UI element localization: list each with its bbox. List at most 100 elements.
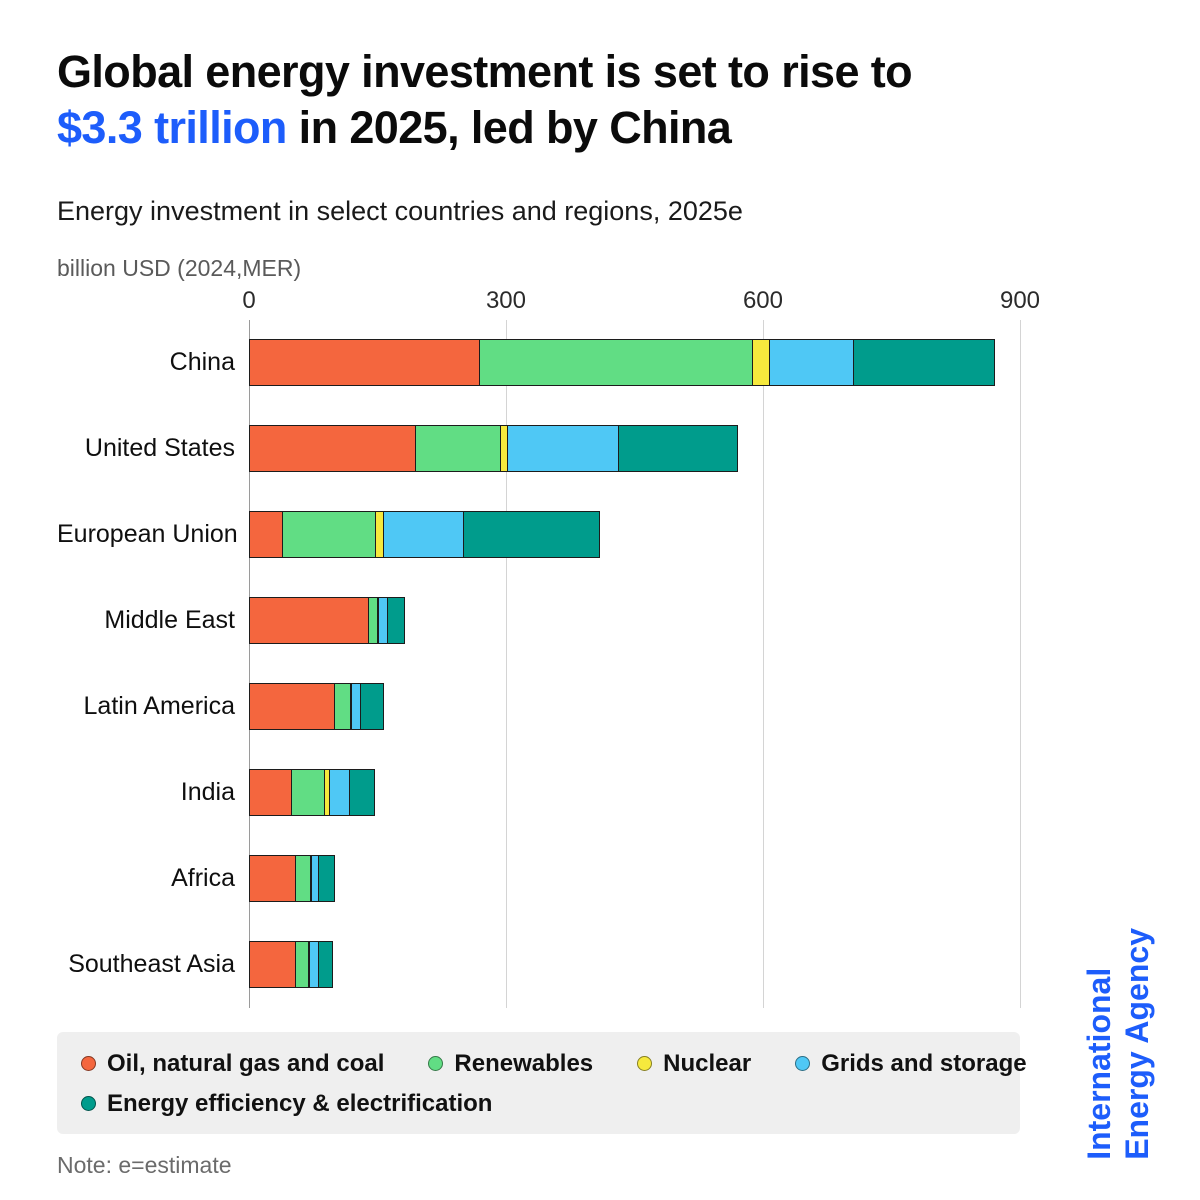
bar-segment — [290, 769, 326, 817]
legend-marker — [795, 1056, 811, 1072]
legend-label: Nuclear — [663, 1049, 752, 1077]
legend-item: Renewables — [428, 1050, 593, 1078]
category-label: India — [180, 778, 235, 807]
bar-area — [249, 597, 1020, 645]
stacked-bar — [249, 769, 1020, 817]
y-axis-line — [249, 319, 250, 1008]
x-tick-label: 300 — [485, 286, 527, 314]
bar-area — [249, 425, 1020, 473]
legend-label: Grids and storage — [821, 1049, 1027, 1077]
legend-row-2: Energy efficiency & electrification — [81, 1090, 996, 1118]
legend-row-1: Oil, natural gas and coal Renewables Nucle… — [81, 1050, 1027, 1078]
stacked-bar — [249, 683, 1020, 731]
branding-line1: International — [1080, 967, 1117, 1160]
legend-item: Nuclear — [637, 1050, 751, 1078]
chart-row: Southeast Asia — [57, 922, 1020, 1008]
category-label: Southeast Asia — [68, 950, 235, 979]
legend-label: Oil, natural gas and coal — [107, 1049, 385, 1077]
gridline — [505, 319, 507, 1008]
category-label: Middle East — [104, 606, 235, 635]
chart-row: Middle East — [57, 578, 1020, 664]
iea-logo-text: International Energy Agency — [1081, 928, 1157, 1160]
bar-area — [249, 511, 1020, 559]
branding-line2: Energy Agency — [1118, 928, 1155, 1160]
bar-segment — [295, 941, 309, 989]
title-line1: Global energy investment is set to rise … — [57, 46, 913, 97]
bar-segment — [768, 339, 855, 387]
bar-segment — [249, 769, 292, 817]
bar-segment — [360, 683, 385, 731]
bar-segment — [249, 597, 369, 645]
title-highlight: $3.3 trillion — [57, 101, 287, 153]
bar-segment — [249, 683, 335, 731]
bar-segment — [463, 511, 601, 559]
bar-segment — [249, 425, 417, 473]
category-label: Africa — [171, 864, 235, 893]
chart-rows: China United States European Union Middle E… — [57, 320, 1020, 1008]
chart-row: United States — [57, 406, 1020, 492]
chart-row: China — [57, 320, 1020, 406]
axis-unit-label: billion USD (2024,MER) — [57, 254, 302, 281]
gridlines — [249, 319, 1021, 1008]
bar-segment — [479, 339, 754, 387]
stacked-bar — [249, 339, 1020, 387]
x-tick-label: 0 — [242, 286, 256, 314]
plot-area: China United States European Union Middle E… — [57, 319, 1021, 1008]
bar-area — [249, 941, 1020, 989]
chart-row: European Union — [57, 492, 1020, 578]
legend-item: Grids and storage — [795, 1049, 1027, 1078]
bar-segment — [752, 339, 770, 387]
x-tick-label: 600 — [742, 286, 784, 314]
stacked-bar — [249, 425, 1020, 473]
bar-segment — [383, 511, 465, 559]
legend-item: Oil, natural gas and coal — [81, 1050, 384, 1078]
bar-segment — [318, 855, 336, 903]
chart-row: India — [57, 750, 1020, 836]
legend-label: Energy efficiency & electrification — [107, 1089, 493, 1117]
bar-segment — [282, 511, 377, 559]
bar-area — [249, 769, 1020, 817]
bar-segment — [249, 941, 297, 989]
legend-marker — [428, 1056, 444, 1072]
legend-marker — [637, 1056, 653, 1072]
category-label: Latin America — [83, 692, 235, 721]
bar-area — [249, 683, 1020, 731]
bar-area — [249, 855, 1020, 903]
bar-segment — [415, 425, 501, 473]
bar-segment — [349, 769, 376, 817]
stacked-bar — [249, 855, 1020, 903]
category-label: United States — [84, 434, 235, 463]
bar-segment — [329, 769, 351, 817]
gridline — [1020, 319, 1021, 1008]
bar-segment — [333, 683, 351, 731]
chart-subtitle: Energy investment in select countries an… — [57, 195, 743, 226]
legend-item: Energy efficiency & electrification — [81, 1090, 492, 1118]
legend-marker — [81, 1096, 96, 1112]
bar-segment — [853, 339, 995, 387]
footnote: Note: e=estimate — [57, 1151, 232, 1178]
legend-marker — [81, 1056, 96, 1072]
legend: Oil, natural gas and coal Renewables Nucle… — [57, 1031, 1027, 1134]
x-tick-label: 900 — [999, 286, 1041, 314]
stacked-bar — [249, 941, 1020, 989]
category-label: European Union — [57, 520, 238, 549]
stacked-bar-chart: 0 300 600 900 China United States European Un… — [57, 284, 1200, 1008]
bar-segment — [507, 425, 619, 473]
page-title: Global energy investment is set to rise … — [57, 44, 1200, 156]
bar-segment — [249, 511, 284, 559]
bar-segment — [318, 941, 334, 989]
legend-label: Renewables — [454, 1049, 594, 1077]
bar-area — [249, 339, 1020, 387]
bar-segment — [387, 597, 406, 645]
stacked-bar — [249, 597, 1020, 645]
chart-row: Latin America — [57, 664, 1020, 750]
bar-segment — [617, 425, 738, 473]
title-line2: in 2025, led by China — [286, 101, 732, 153]
bar-segment — [249, 339, 481, 387]
stacked-bar — [249, 511, 1020, 559]
chart-row: Africa — [57, 836, 1020, 922]
x-axis: 0 300 600 900 — [242, 284, 1040, 320]
category-label: China — [169, 348, 235, 377]
bar-segment — [295, 855, 311, 903]
